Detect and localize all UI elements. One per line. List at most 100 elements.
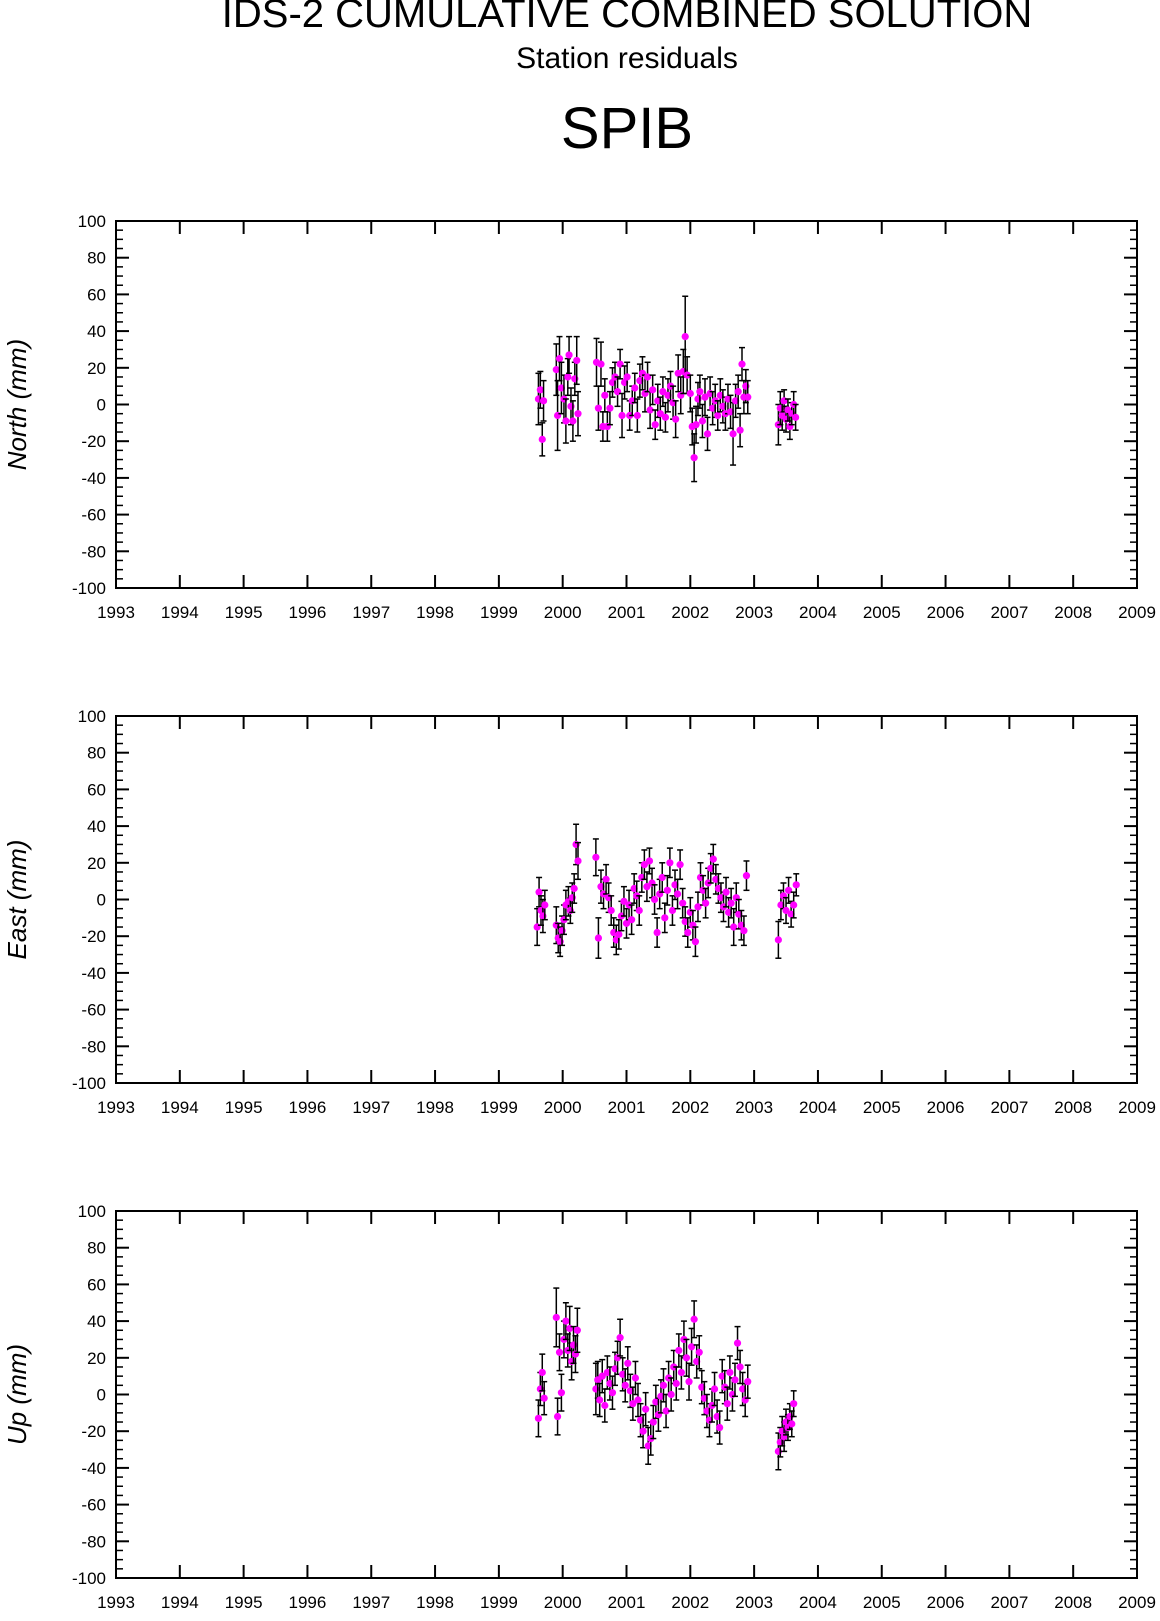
north-data-point bbox=[536, 386, 544, 394]
up-data-point bbox=[698, 1383, 706, 1391]
east-data-point bbox=[645, 857, 654, 865]
east-x-tick-label: 1998 bbox=[416, 1098, 454, 1117]
east-data-point bbox=[730, 923, 738, 931]
east-data-point bbox=[792, 881, 800, 889]
east-data-point bbox=[702, 899, 710, 907]
north-data-point bbox=[565, 351, 573, 359]
up-y-axis-label: Up (mm) bbox=[2, 1344, 32, 1445]
up-data-point bbox=[675, 1346, 683, 1355]
up-data-point bbox=[788, 1420, 796, 1428]
north-data-point bbox=[656, 410, 664, 418]
east-data-point bbox=[671, 881, 679, 889]
up-panel: 1993 1994 1995 1996 1997 1998 1999 2000 2001 2002… bbox=[2, 1202, 1156, 1612]
east-x-tick-label: 1994 bbox=[161, 1098, 199, 1117]
up-data-point bbox=[662, 1407, 670, 1415]
east-data-point bbox=[681, 917, 689, 926]
east-data-point bbox=[774, 936, 782, 944]
north-data-point bbox=[618, 411, 626, 420]
up-data-point bbox=[713, 1412, 721, 1421]
east-data-point bbox=[597, 883, 605, 891]
north-x-tick-label: 1995 bbox=[225, 603, 263, 622]
east-data-point bbox=[640, 861, 648, 869]
north-y-tick-label: 40 bbox=[87, 322, 106, 341]
east-y-tick-label: -100 bbox=[72, 1074, 106, 1093]
north-panel: 1993 1994 1995 1996 1997 1998 1999 2000 2001 2002… bbox=[2, 212, 1156, 622]
up-data-point bbox=[555, 1348, 564, 1356]
east-data-point bbox=[691, 938, 700, 946]
chart-subtitle: Station residuals bbox=[516, 42, 738, 75]
up-x-tick-label: 2006 bbox=[927, 1593, 965, 1612]
up-data-point bbox=[685, 1378, 693, 1386]
up-data-point bbox=[736, 1363, 744, 1371]
east-x-tick-label: 2002 bbox=[671, 1098, 709, 1117]
up-data-point bbox=[626, 1387, 634, 1395]
up-data-point bbox=[703, 1407, 711, 1415]
north-data-point bbox=[654, 397, 662, 405]
north-data-point bbox=[744, 393, 752, 401]
up-data-point bbox=[667, 1390, 675, 1399]
east-data-point bbox=[717, 894, 725, 902]
up-data-point bbox=[616, 1334, 624, 1342]
north-y-tick-label: 20 bbox=[87, 359, 106, 378]
north-x-tick-label: 1997 bbox=[352, 603, 390, 622]
east-data-point bbox=[777, 901, 785, 909]
north-x-tick-label: 1998 bbox=[416, 603, 454, 622]
east-data-point bbox=[714, 884, 722, 893]
east-data-point bbox=[787, 910, 795, 918]
east-data-point bbox=[694, 903, 702, 911]
up-data-point bbox=[682, 1354, 691, 1362]
east-data-point bbox=[602, 875, 610, 883]
up-data-point bbox=[552, 1313, 560, 1322]
east-data-point bbox=[643, 883, 651, 891]
north-data-point bbox=[562, 417, 570, 425]
east-data-point bbox=[782, 906, 790, 915]
north-data-point bbox=[555, 355, 564, 363]
north-plot-frame bbox=[115, 220, 1138, 589]
north-data-point bbox=[574, 410, 582, 418]
north-x-tick-label: 2003 bbox=[735, 603, 773, 622]
up-data-point bbox=[598, 1372, 606, 1380]
north-data-point bbox=[569, 417, 577, 425]
up-data-point bbox=[672, 1379, 680, 1388]
north-data-point bbox=[659, 388, 667, 396]
up-data-point bbox=[603, 1368, 611, 1377]
up-data-point bbox=[790, 1400, 798, 1408]
up-data-point bbox=[695, 1348, 703, 1356]
east-y-tick-label: 80 bbox=[87, 744, 106, 763]
up-x-tick-label: 2005 bbox=[863, 1593, 901, 1612]
up-data-point bbox=[534, 1414, 543, 1422]
up-data-point bbox=[621, 1381, 629, 1389]
east-data-point bbox=[727, 899, 735, 907]
north-x-tick-label: 1994 bbox=[161, 603, 199, 622]
east-data-point bbox=[658, 873, 666, 882]
north-data-point bbox=[597, 360, 605, 368]
up-data-point bbox=[553, 1412, 562, 1421]
up-data-point bbox=[611, 1365, 619, 1373]
north-data-point bbox=[719, 402, 727, 410]
north-x-tick-label: 1996 bbox=[289, 603, 327, 622]
north-data-point bbox=[696, 388, 704, 396]
east-data-point bbox=[615, 930, 623, 938]
up-data-point bbox=[573, 1326, 581, 1334]
up-data-point bbox=[744, 1378, 752, 1386]
up-data-point bbox=[631, 1374, 640, 1382]
north-data-point bbox=[732, 397, 740, 405]
north-x-tick-label: 2005 bbox=[863, 603, 901, 622]
north-data-point bbox=[631, 384, 639, 392]
up-data-point bbox=[731, 1376, 739, 1384]
north-data-point bbox=[672, 415, 680, 423]
east-y-axis-label: East (mm) bbox=[2, 840, 32, 960]
up-data-point bbox=[739, 1385, 747, 1393]
north-data-point bbox=[683, 371, 691, 379]
north-data-point bbox=[726, 408, 735, 416]
east-data-point bbox=[594, 934, 603, 942]
up-x-tick-label: 2003 bbox=[735, 1593, 773, 1612]
north-data-point bbox=[573, 356, 581, 365]
north-x-tick-label: 2004 bbox=[799, 603, 837, 622]
east-x-tick-label: 2007 bbox=[990, 1098, 1028, 1117]
north-y-tick-label: -20 bbox=[81, 432, 106, 451]
up-x-tick-label: 1996 bbox=[289, 1593, 327, 1612]
up-data-point bbox=[608, 1389, 617, 1397]
up-data-point bbox=[693, 1357, 701, 1366]
